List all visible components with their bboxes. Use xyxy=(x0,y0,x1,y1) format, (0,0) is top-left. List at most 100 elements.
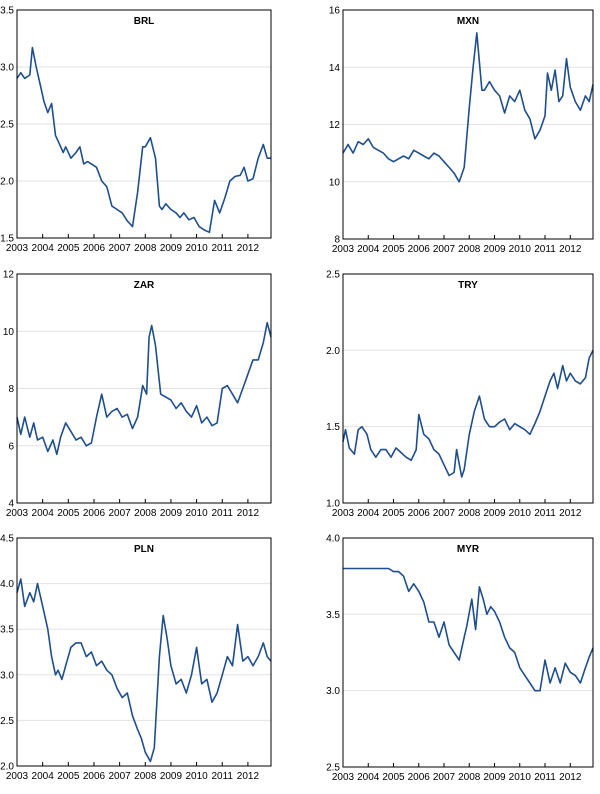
x-tick-label: 2009 xyxy=(483,508,506,519)
y-tick-label: 4 xyxy=(8,499,14,510)
series-line-brl xyxy=(16,46,271,234)
x-tick-label: 2007 xyxy=(109,243,132,254)
y-tick-label: 3.0 xyxy=(326,686,340,697)
x-tick-label: 2005 xyxy=(382,772,405,783)
x-tick-label: 2012 xyxy=(559,772,582,783)
x-tick-label: 2012 xyxy=(237,243,260,254)
x-tick-label: 2012 xyxy=(559,508,582,519)
x-tick-label: 2008 xyxy=(458,244,481,255)
series-line-zar xyxy=(16,321,272,456)
x-tick-label: 2011 xyxy=(211,243,233,254)
x-tick-label: 2003 xyxy=(332,508,355,519)
y-tick-label: 1.0 xyxy=(326,499,340,510)
x-tick-label: 2010 xyxy=(185,243,208,254)
x-tick-label: 2012 xyxy=(559,244,582,255)
x-tick-label: 2004 xyxy=(357,244,380,255)
x-tick-label: 2007 xyxy=(433,508,456,519)
y-tick-label: 14 xyxy=(329,63,341,74)
chart-title: BRL xyxy=(134,16,155,27)
x-tick-label: 2009 xyxy=(160,771,183,782)
chart-title: MXN xyxy=(457,16,479,27)
x-tick-label: 2003 xyxy=(332,772,355,783)
x-tick-label: 2005 xyxy=(382,508,405,519)
x-tick-label: 2011 xyxy=(211,771,233,782)
chart-myr: 2.5 3.0 3.5 4.0 2003 2004 2005 2006 2007 2008 2009… xyxy=(326,534,594,783)
x-tick-label: 2006 xyxy=(408,244,431,255)
x-tick-label: 2005 xyxy=(57,243,80,254)
y-tick-label: 16 xyxy=(329,6,341,17)
x-tick-label: 2011 xyxy=(534,508,556,519)
x-tick-label: 2004 xyxy=(32,508,55,519)
x-tick-label: 2006 xyxy=(83,508,106,519)
x-tick-label: 2006 xyxy=(83,243,106,254)
y-tick-label: 3.0 xyxy=(0,63,14,74)
x-tick-label: 2003 xyxy=(332,244,355,255)
x-tick-label: 2010 xyxy=(509,772,532,783)
y-tick-label: 2.5 xyxy=(326,270,340,281)
x-tick-label: 2009 xyxy=(483,772,506,783)
y-tick-label: 6 xyxy=(8,441,14,452)
plot-frame xyxy=(342,9,594,240)
x-tick-label: 2003 xyxy=(6,243,29,254)
plot-frame xyxy=(342,273,594,504)
x-tick-label: 2008 xyxy=(458,508,481,519)
y-tick-label: 10 xyxy=(329,177,341,188)
x-tick-label: 2004 xyxy=(32,771,55,782)
y-tick-label: 10 xyxy=(3,327,15,338)
chart-title: PLN xyxy=(134,544,154,555)
x-tick-label: 2005 xyxy=(382,244,405,255)
x-tick-label: 2004 xyxy=(357,772,380,783)
y-tick-label: 12 xyxy=(3,270,15,281)
x-tick-label: 2004 xyxy=(357,508,380,519)
y-tick-label: 2.5 xyxy=(0,120,14,131)
x-tick-label: 2011 xyxy=(534,772,556,783)
x-tick-label: 2003 xyxy=(6,771,29,782)
y-tick-label: 3.0 xyxy=(0,670,14,681)
series-line-pln xyxy=(16,578,272,763)
y-tick-label: 1.5 xyxy=(0,234,14,245)
y-tick-label: 2.0 xyxy=(326,346,340,357)
series-line-mxn xyxy=(342,32,594,183)
x-tick-label: 2003 xyxy=(6,508,29,519)
y-tick-label: 8 xyxy=(334,235,340,246)
y-tick-label: 8 xyxy=(8,384,14,395)
y-tick-label: 2.5 xyxy=(0,716,14,727)
plot-frame xyxy=(16,9,272,239)
x-tick-label: 2007 xyxy=(433,244,456,255)
y-tick-label: 2.0 xyxy=(0,177,14,188)
series-line-try xyxy=(342,349,594,478)
y-tick-label: 1.5 xyxy=(326,422,340,433)
x-tick-label: 2009 xyxy=(160,243,183,254)
y-tick-label: 3.5 xyxy=(0,6,14,17)
x-tick-label: 2012 xyxy=(237,771,260,782)
x-tick-label: 2012 xyxy=(237,508,260,519)
x-tick-label: 2006 xyxy=(408,508,431,519)
x-tick-label: 2010 xyxy=(509,508,532,519)
x-tick-label: 2004 xyxy=(32,243,55,254)
x-tick-label: 2006 xyxy=(83,771,106,782)
x-tick-label: 2006 xyxy=(408,772,431,783)
x-tick-label: 2008 xyxy=(134,771,157,782)
x-tick-label: 2008 xyxy=(134,243,157,254)
x-tick-label: 2007 xyxy=(109,508,132,519)
x-tick-label: 2007 xyxy=(433,772,456,783)
x-tick-label: 2011 xyxy=(534,244,556,255)
x-tick-label: 2010 xyxy=(509,244,532,255)
y-tick-label: 12 xyxy=(329,120,341,131)
chart-try: 1.0 1.5 2.0 2.5 2003 2004 2005 2006 2007 2008 2009… xyxy=(326,270,594,519)
y-tick-label: 2.5 xyxy=(326,763,340,774)
series-line-myr xyxy=(343,567,594,692)
y-tick-label: 4.5 xyxy=(0,534,14,545)
y-tick-label: 3.5 xyxy=(0,625,14,636)
x-tick-label: 2010 xyxy=(185,771,208,782)
y-tick-label: 4.0 xyxy=(326,534,340,545)
plot-frame xyxy=(16,537,272,767)
x-tick-label: 2005 xyxy=(57,771,80,782)
plot-frame xyxy=(342,537,594,768)
